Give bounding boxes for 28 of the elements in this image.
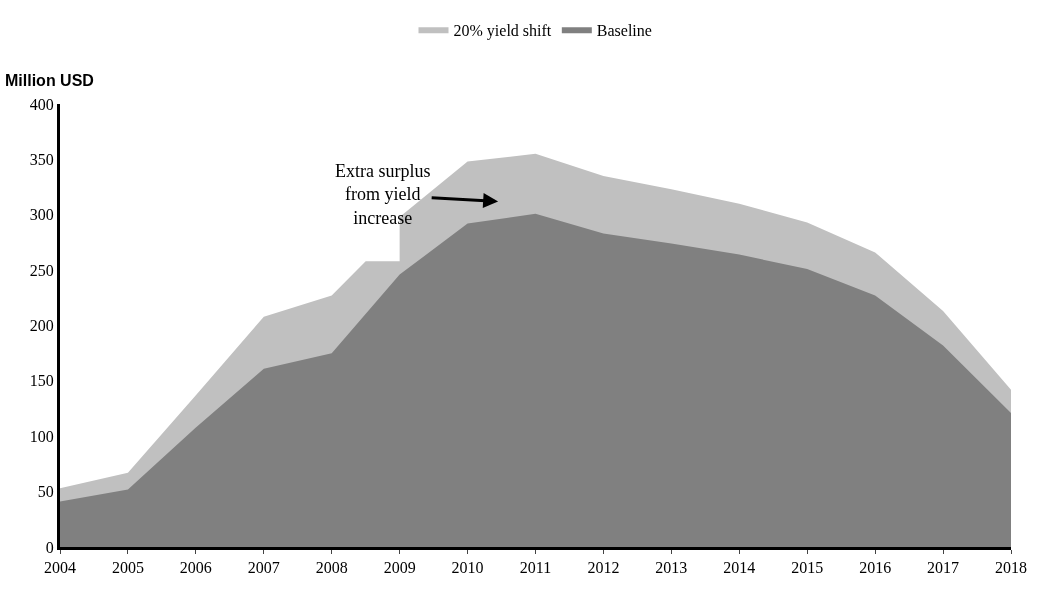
x-tick-label: 2016 bbox=[859, 559, 892, 577]
y-tick-label: 200 bbox=[29, 317, 54, 335]
x-tick-label: 2009 bbox=[383, 559, 416, 577]
y-tick-label: 100 bbox=[29, 427, 54, 445]
x-tick-label: 2013 bbox=[655, 559, 688, 577]
annotation: Extra surplus from yield increase bbox=[335, 161, 431, 228]
legend-label: 20% yield shift bbox=[453, 21, 552, 40]
x-tick-label: 2005 bbox=[111, 559, 144, 577]
y-tick-label: 300 bbox=[29, 206, 54, 224]
y-tick-label: 0 bbox=[45, 538, 54, 556]
x-tick-label: 2017 bbox=[927, 559, 960, 577]
x-tick-label: 2010 bbox=[451, 559, 484, 577]
y-axis-title: Million USD bbox=[5, 72, 94, 89]
x-tick-label: 2007 bbox=[247, 559, 280, 577]
x-tick-label: 2015 bbox=[791, 559, 824, 577]
y-tick-label: 150 bbox=[29, 372, 54, 390]
legend-label: Baseline bbox=[596, 21, 652, 39]
x-tick-label: 2008 bbox=[315, 559, 348, 577]
x-tick-label: 2012 bbox=[587, 559, 620, 577]
y-tick-label: 50 bbox=[37, 483, 54, 501]
x-tick-label: 2006 bbox=[179, 559, 212, 577]
x-tick-label: 2004 bbox=[44, 559, 76, 577]
y-tick-label: 400 bbox=[29, 95, 54, 113]
x-tick-label: 2018 bbox=[995, 559, 1027, 577]
x-tick-label: 2014 bbox=[723, 559, 756, 577]
y-tick-label: 350 bbox=[29, 150, 54, 168]
x-tick-label: 2011 bbox=[519, 559, 552, 577]
y-tick-label: 250 bbox=[29, 261, 54, 279]
